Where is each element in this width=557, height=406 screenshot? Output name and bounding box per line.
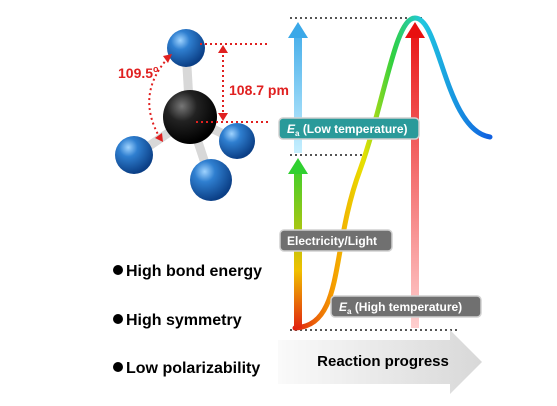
property: High symmetry [126,312,242,329]
label-high-temperature: Ea (High temperature) [339,300,462,316]
energy-diagram: Ea (Low temperature) Electricity/Light E… [278,15,493,394]
bond-length: 108.7 pm [229,82,289,98]
bond-angle: 109.5o [118,64,159,81]
properties: High bond energy High symmetry Low polar… [113,263,262,377]
property: Low polarizability [126,360,260,377]
x-axis-label: Reaction progress [317,353,449,370]
label-electricity-light: Electricity/Light [287,234,377,248]
label-low-temperature: Ea (Low temperature) [287,122,408,138]
molecule: 109.5o 108.7 pm [115,29,289,201]
property: High bond energy [126,263,262,280]
